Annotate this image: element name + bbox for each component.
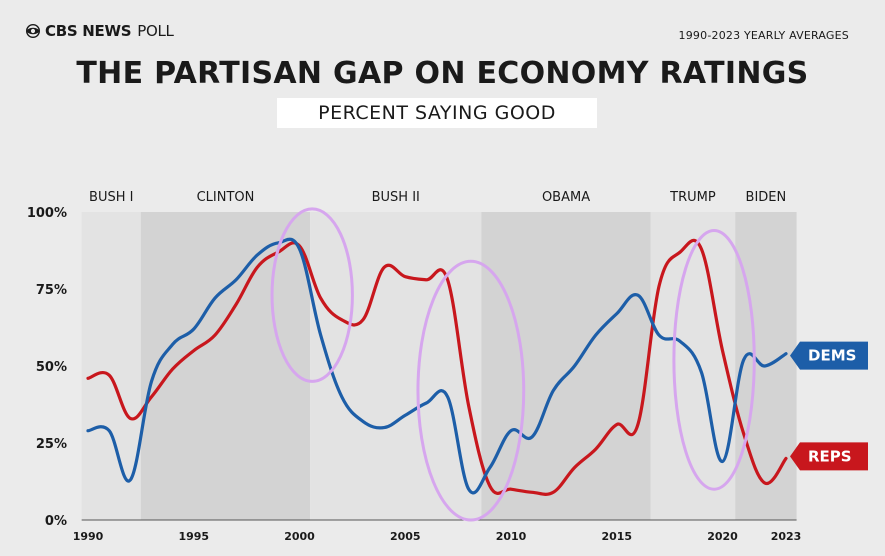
era-band-obama (481, 212, 651, 520)
highlight-circle (672, 228, 756, 491)
highlight-circles (270, 207, 756, 522)
x-tick-label: 2010 (496, 530, 527, 543)
y-tick-label: 25% (36, 437, 67, 452)
era-band-bush-ii (310, 212, 482, 520)
series-line-reps (86, 238, 788, 496)
x-tick-label: 2015 (601, 530, 632, 543)
era-label-bush-ii: BUSH II (372, 190, 420, 205)
era-band-trump (650, 212, 736, 520)
x-tick-label: 1990 (73, 530, 104, 543)
series-tag-shape (790, 341, 868, 370)
axes: 0% 25% 50% 75% 100% 1990 1995 2000 2005 2010 2015 2… (27, 206, 801, 543)
cbs-eye-icon (26, 24, 40, 38)
series-tags: DEMS REPS (790, 341, 868, 471)
series-tag-label: REPS (808, 447, 852, 465)
series-tag-shape (790, 442, 868, 471)
brand-poll: POLL (137, 22, 174, 40)
series-tag-label: DEMS (808, 347, 856, 365)
brand-name: CBS NEWS (45, 22, 132, 40)
x-tick-label: 2023 (771, 530, 802, 543)
y-tick-label: 100% (27, 206, 67, 221)
x-tick-label: 2005 (390, 530, 421, 543)
era-label-biden: BIDEN (746, 190, 787, 205)
series-line-dems (86, 237, 788, 495)
era-band-bush-i (81, 212, 141, 520)
series-tag-dems: DEMS (790, 341, 868, 370)
y-tick-label: 75% (36, 283, 67, 298)
x-tick-label: 2020 (707, 530, 738, 543)
chart-subtitle: PERCENT SAYING GOOD (277, 98, 597, 128)
x-tick-label: 1995 (178, 530, 209, 543)
era-label-bush-i: BUSH I (89, 190, 133, 205)
era-label-obama: OBAMA (542, 190, 590, 205)
brand-logo: CBS NEWS POLL (26, 22, 174, 40)
series-lines (86, 237, 788, 496)
era-label-clinton: CLINTON (197, 190, 255, 205)
era-band-clinton (140, 212, 311, 520)
range-note: 1990-2023 YEARLY AVERAGES (678, 29, 849, 42)
chart-title: THE PARTISAN GAP ON ECONOMY RATINGS (76, 56, 809, 91)
y-tick-label: 50% (36, 360, 67, 375)
y-tick-label: 0% (45, 514, 67, 529)
x-tick-label: 2000 (284, 530, 315, 543)
highlight-circle (270, 207, 354, 383)
highlight-circle (416, 259, 526, 522)
series-tag-reps: REPS (790, 442, 868, 471)
chart-subtitle-text: PERCENT SAYING GOOD (318, 102, 556, 124)
era-label-trump: TRUMP (669, 190, 716, 205)
